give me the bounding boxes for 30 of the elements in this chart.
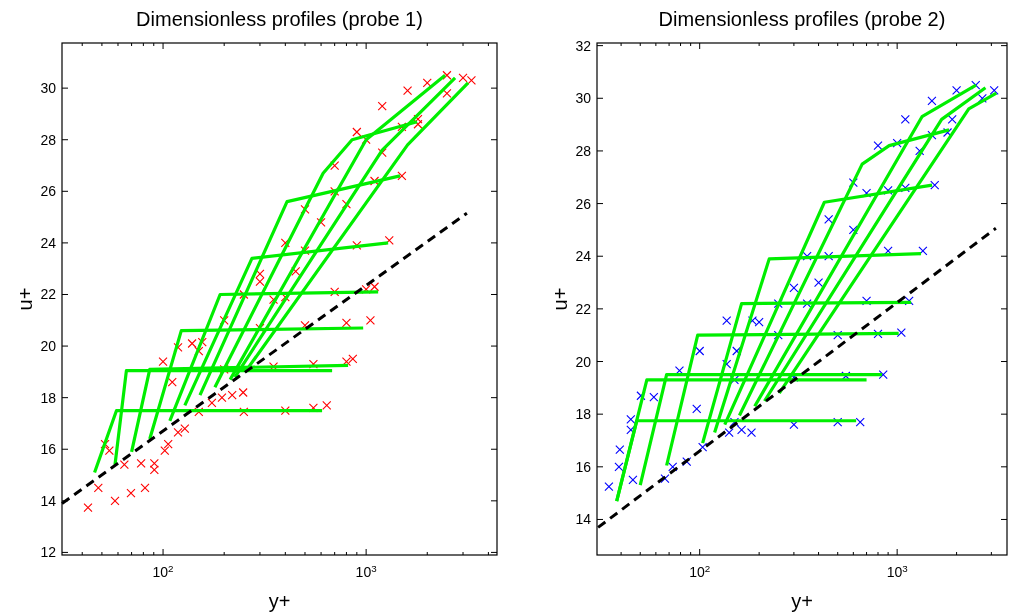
y-tick-label: 18 [40, 389, 57, 406]
y-tick-label: 28 [40, 131, 57, 148]
x-axis-title: y+ [791, 590, 813, 612]
x-tick-label: 10$^{3}$ [886, 562, 909, 580]
y-tick-label: 26 [40, 183, 57, 200]
y-tick-label: 26 [575, 195, 592, 212]
x-axis-title: y+ [268, 590, 291, 612]
x-tick-label: 10$^{3}$ [355, 562, 378, 580]
y-tick-label: 14 [575, 511, 592, 528]
y-axis-title: u+ [14, 287, 36, 311]
y-tick-label: 24 [40, 234, 57, 251]
chart-title: Dimensionless profiles (probe 1) [136, 8, 423, 30]
x-tick-label: 10$^{2}$ [152, 562, 174, 580]
y-tick-label: 20 [40, 338, 57, 355]
y-tick-label: 32 [575, 37, 592, 54]
y-tick-label: 14 [40, 492, 57, 509]
y-tick-label: 16 [575, 458, 592, 475]
y-tick-label: 30 [40, 80, 57, 97]
y-tick-label: 24 [575, 248, 592, 265]
y-tick-label: 22 [575, 300, 592, 317]
y-tick-label: 30 [575, 90, 592, 107]
chart-title: Dimensionless profiles (probe 2) [658, 8, 946, 30]
y-tick-label: 28 [575, 142, 592, 159]
y-tick-label: 18 [575, 406, 592, 423]
y-tick-label: 20 [575, 353, 592, 370]
y-tick-label: 22 [40, 286, 57, 303]
y-tick-label: 16 [40, 441, 57, 458]
x-tick-label: 10$^{2}$ [689, 562, 711, 580]
y-tick-label: 12 [40, 544, 57, 561]
y-axis-title: u+ [549, 287, 571, 311]
